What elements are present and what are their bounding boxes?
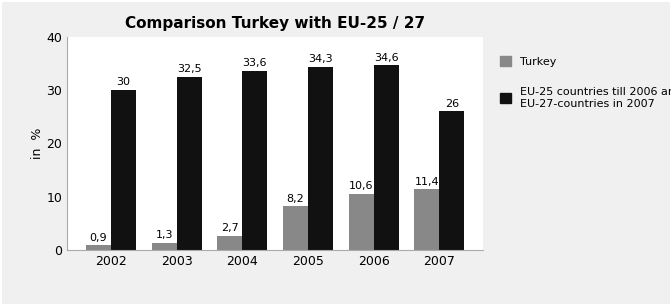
Bar — [414, 189, 440, 250]
Legend: Turkey, EU-25 countries till 2006 and
EU-27-countries in 2007: Turkey, EU-25 countries till 2006 and EU… — [497, 53, 671, 112]
Bar — [217, 236, 242, 250]
Text: 2,7: 2,7 — [221, 223, 239, 233]
Text: 34,3: 34,3 — [308, 54, 333, 64]
Text: 26: 26 — [445, 99, 459, 109]
Y-axis label: in  %: in % — [31, 128, 44, 159]
Bar — [111, 90, 136, 250]
Text: 33,6: 33,6 — [242, 58, 267, 68]
Text: 30: 30 — [117, 77, 130, 87]
Bar — [308, 67, 333, 250]
Bar — [152, 243, 176, 250]
Text: 34,6: 34,6 — [374, 53, 399, 63]
Text: 1,3: 1,3 — [156, 231, 173, 240]
Text: 8,2: 8,2 — [287, 194, 305, 204]
Bar — [86, 245, 111, 250]
Text: 0,9: 0,9 — [90, 233, 107, 243]
Bar — [283, 206, 308, 250]
Bar — [176, 77, 201, 250]
Text: 11,4: 11,4 — [415, 177, 439, 187]
Text: 32,5: 32,5 — [176, 64, 201, 74]
Bar — [440, 111, 464, 250]
Text: 10,6: 10,6 — [349, 181, 373, 191]
Bar — [349, 193, 374, 250]
Bar — [374, 66, 399, 250]
Bar — [242, 71, 267, 250]
Title: Comparison Turkey with EU-25 / 27: Comparison Turkey with EU-25 / 27 — [125, 16, 425, 31]
